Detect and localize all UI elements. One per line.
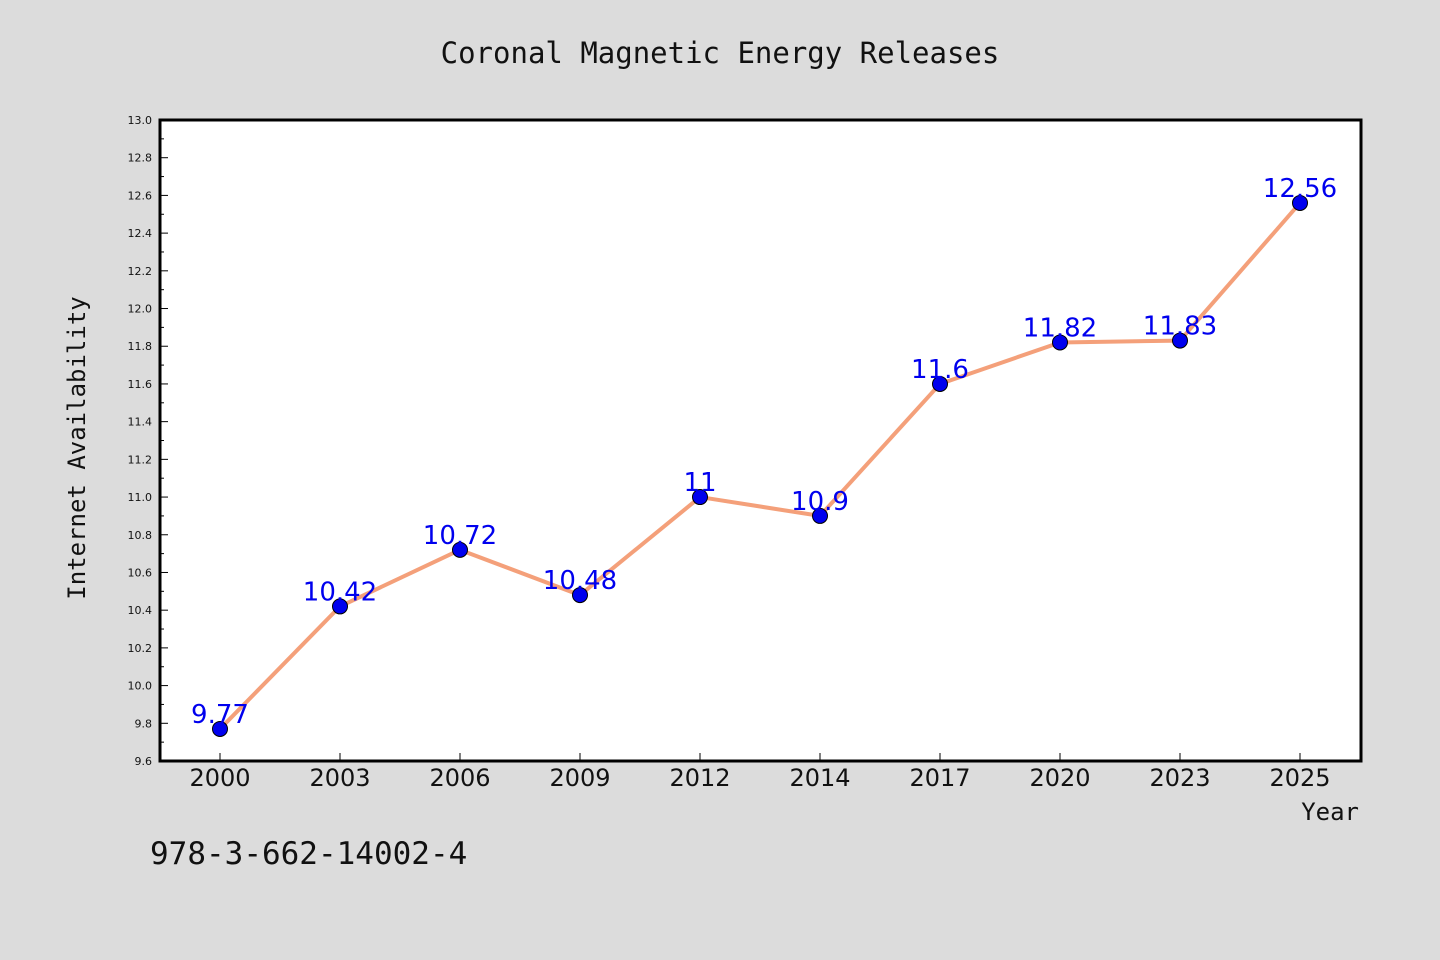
y-tick-label: 13.0 (128, 114, 153, 127)
data-label: 12.56 (1263, 174, 1337, 204)
data-point (452, 541, 468, 558)
data-point (812, 507, 828, 524)
y-tick-label: 11.2 (128, 453, 153, 466)
y-tick-label: 12.0 (128, 303, 153, 316)
data-point (212, 720, 228, 737)
data-label: 11.82 (1023, 313, 1097, 343)
x-axis: 2000 2003 2006 2009 2012 2014 2017 2020 2023 2025 (189, 753, 1331, 792)
data-label: 11 (683, 468, 716, 498)
series-group (212, 194, 1308, 737)
data-point (572, 587, 588, 604)
data-label: 11.6 (911, 355, 969, 385)
y-tick-label: 10.0 (128, 680, 153, 693)
x-axis-label: Year (1301, 798, 1359, 826)
y-tick-label: 10.4 (128, 604, 153, 617)
data-point (1172, 332, 1188, 349)
chart-title: Coronal Magnetic Energy Releases (441, 36, 1000, 70)
y-axis-label: Internet Availability (63, 296, 91, 599)
x-tick-label: 2000 (189, 764, 250, 792)
y-tick-label: 11.8 (128, 340, 153, 353)
y-tick-label: 9.6 (135, 755, 153, 768)
y-tick-label: 12.6 (128, 189, 153, 202)
data-point (692, 489, 708, 506)
x-tick-label: 2012 (669, 764, 730, 792)
y-tick-label: 10.6 (128, 566, 153, 579)
y-tick-label: 12.8 (128, 152, 153, 165)
y-tick-label: 11.4 (128, 416, 153, 429)
data-point (932, 375, 948, 392)
data-label: 9.77 (191, 700, 249, 730)
x-tick-label: 2023 (1149, 764, 1210, 792)
data-point (332, 598, 348, 615)
data-label: 10.48 (543, 566, 617, 596)
x-tick-label: 2003 (309, 764, 370, 792)
footer-isbn: 978-3-662-14002-4 (150, 836, 467, 872)
data-label: 11.83 (1143, 312, 1217, 342)
data-point (1052, 334, 1068, 351)
y-tick-label: 11.6 (128, 378, 153, 391)
y-tick-label: 12.2 (128, 265, 153, 278)
x-tick-label: 2017 (909, 764, 970, 792)
series-line (218, 201, 1302, 731)
y-tick-label: 11.0 (128, 491, 153, 504)
data-label-group: 9.77 10.42 10.72 10.48 11 10.9 11.6 11.82 11.83 1… (191, 174, 1337, 730)
plot-area (158, 118, 1363, 763)
data-label: 10.42 (303, 577, 377, 607)
y-tick-label: 12.4 (128, 227, 153, 240)
data-label: 10.9 (791, 487, 849, 517)
data-label: 10.72 (423, 521, 497, 551)
x-tick-label: 2025 (1269, 764, 1330, 792)
y-tick-label: 10.2 (128, 642, 153, 655)
x-tick-label: 2006 (429, 764, 490, 792)
data-point (1292, 194, 1308, 211)
x-tick-label: 2020 (1029, 764, 1090, 792)
x-tick-label: 2014 (789, 764, 850, 792)
y-tick-label: 9.8 (135, 717, 153, 730)
y-axis: 9.6 9.8 10.0 10.2 10.4 10.6 10.8 11.0 11.2 11.4 11… (128, 114, 168, 768)
y-tick-label: 10.8 (128, 529, 153, 542)
x-tick-label: 2009 (549, 764, 610, 792)
